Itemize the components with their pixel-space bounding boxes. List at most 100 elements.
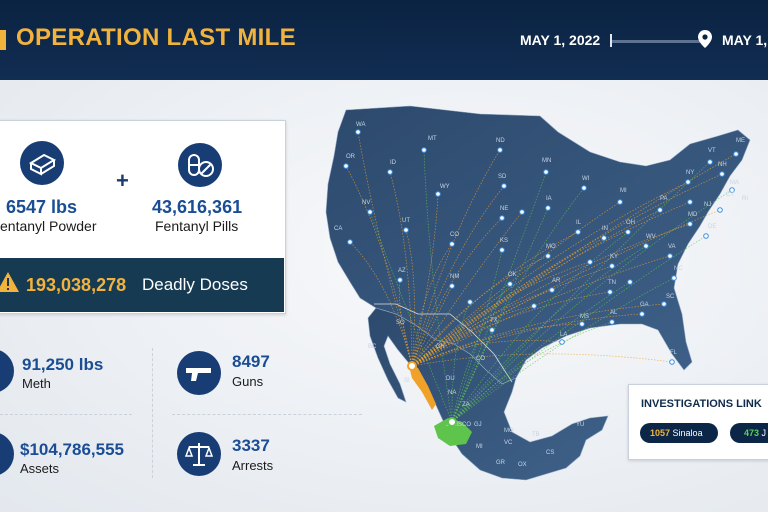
state-label: ME: [736, 138, 745, 144]
city-marker[interactable]: [581, 185, 587, 191]
jalisco-filter-chip[interactable]: 473 J: [730, 423, 768, 443]
city-marker[interactable]: [519, 209, 525, 215]
city-marker[interactable]: [531, 303, 537, 309]
state-label: TX: [490, 318, 498, 324]
city-marker[interactable]: [719, 171, 725, 177]
city-marker[interactable]: [627, 279, 633, 285]
city-marker[interactable]: [587, 259, 593, 265]
route-line: [451, 171, 547, 423]
route-line: [451, 161, 711, 423]
investigations-panel: [628, 384, 768, 460]
city-marker[interactable]: [403, 227, 409, 233]
city-markers: [343, 129, 739, 365]
city-marker[interactable]: [601, 235, 607, 241]
city-marker[interactable]: [625, 229, 631, 235]
city-marker[interactable]: [507, 281, 513, 287]
state-label: FL: [670, 350, 678, 356]
city-marker[interactable]: [661, 301, 667, 307]
city-marker[interactable]: [347, 239, 353, 245]
city-marker[interactable]: [449, 283, 455, 289]
city-marker[interactable]: [467, 299, 473, 305]
date-range-start: MAY 1, 2022: [520, 32, 601, 48]
city-marker[interactable]: [545, 205, 551, 211]
state-label: RI: [742, 196, 748, 202]
city-marker[interactable]: [609, 263, 615, 269]
city-marker[interactable]: [421, 147, 427, 153]
date-slider-handle[interactable]: [610, 34, 612, 47]
state-labels: WA OR MT ID ND MN SD WY WI MI NV NE IA IL IN OH PA NY VT NH…: [334, 122, 748, 468]
date-slider-track[interactable]: [612, 40, 702, 43]
city-marker[interactable]: [489, 327, 495, 333]
city-marker[interactable]: [435, 191, 441, 197]
sinaloa-filter-chip[interactable]: 1057 Sinaloa: [640, 423, 718, 443]
city-marker[interactable]: [707, 159, 713, 165]
city-marker[interactable]: [685, 179, 691, 185]
city-marker[interactable]: [671, 275, 677, 281]
city-marker[interactable]: [639, 311, 645, 317]
state-label: NC: [674, 266, 683, 272]
state-label: DE: [708, 224, 716, 230]
city-marker[interactable]: [607, 289, 613, 295]
city-marker[interactable]: [717, 207, 723, 213]
state-label: CT: [726, 192, 734, 198]
state-label: GJ: [474, 422, 482, 428]
city-marker[interactable]: [397, 277, 403, 283]
city-marker[interactable]: [497, 147, 503, 153]
state-label: NM: [450, 274, 459, 280]
city-marker[interactable]: [667, 253, 673, 259]
city-marker[interactable]: [733, 151, 739, 157]
city-marker[interactable]: [579, 321, 585, 327]
city-marker[interactable]: [729, 187, 735, 193]
state-label: CS: [546, 450, 554, 456]
route-line: [411, 173, 723, 367]
state-label: WY: [440, 184, 450, 190]
state-label: VT: [708, 148, 716, 154]
state-label: ZA: [462, 402, 470, 408]
city-marker[interactable]: [449, 241, 455, 247]
city-marker[interactable]: [499, 215, 505, 221]
pills-icon: [178, 143, 222, 187]
assets-value: $104,786,555: [20, 440, 124, 459]
state-label: DU: [446, 376, 455, 382]
state-label: IA: [546, 196, 552, 202]
state-label: CO: [450, 232, 459, 238]
city-marker[interactable]: [609, 319, 615, 325]
city-marker[interactable]: [617, 199, 623, 205]
map-pin-icon[interactable]: [698, 30, 712, 48]
us-mexico-map[interactable]: WA OR MT ID ND MN SD WY WI MI NV NE IA IL IN OH PA NY VT NH…: [290, 92, 768, 512]
city-marker[interactable]: [499, 247, 505, 253]
city-marker[interactable]: [543, 169, 549, 175]
route-line: [369, 211, 453, 423]
mexico-landmass: [367, 307, 609, 481]
state-label: KY: [610, 254, 618, 260]
city-marker[interactable]: [669, 359, 675, 365]
city-marker[interactable]: [549, 287, 555, 293]
city-marker[interactable]: [367, 209, 373, 215]
city-marker[interactable]: [575, 229, 581, 235]
route-line: [451, 283, 511, 423]
deadly-doses-value: 193,038,278: [26, 275, 127, 295]
city-marker[interactable]: [501, 183, 507, 189]
city-marker[interactable]: [343, 163, 349, 169]
city-marker[interactable]: [657, 207, 663, 213]
city-marker[interactable]: [355, 129, 361, 135]
city-marker[interactable]: [387, 169, 393, 175]
route-line: [411, 231, 579, 367]
route-line: [411, 149, 501, 367]
state-label: NV: [362, 200, 370, 206]
fentanyl-brick-icon: [20, 141, 64, 185]
city-marker[interactable]: [559, 339, 565, 345]
stats-divider-left: [0, 414, 132, 415]
sinaloa-count: 1057: [650, 428, 671, 438]
state-label: NE: [500, 206, 508, 212]
state-label: NJ: [704, 202, 711, 208]
route-line: [411, 255, 549, 367]
state-label: AR: [552, 278, 561, 284]
route-line: [451, 301, 471, 423]
city-marker[interactable]: [703, 233, 709, 239]
city-marker[interactable]: [687, 199, 693, 205]
city-marker[interactable]: [643, 243, 649, 249]
city-marker[interactable]: [687, 221, 693, 227]
state-label: VA: [668, 244, 676, 250]
city-marker[interactable]: [545, 253, 551, 259]
